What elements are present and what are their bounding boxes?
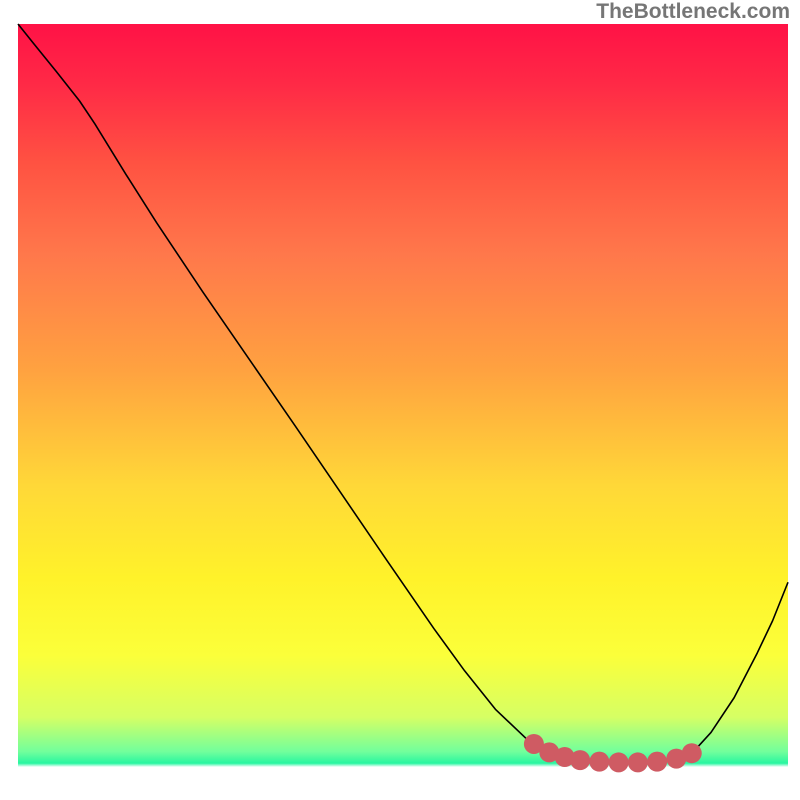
watermark-text: TheBottleneck.com [596, 0, 790, 24]
plot-background [0, 0, 800, 800]
figure-stage: TheBottleneck.com [0, 0, 800, 800]
